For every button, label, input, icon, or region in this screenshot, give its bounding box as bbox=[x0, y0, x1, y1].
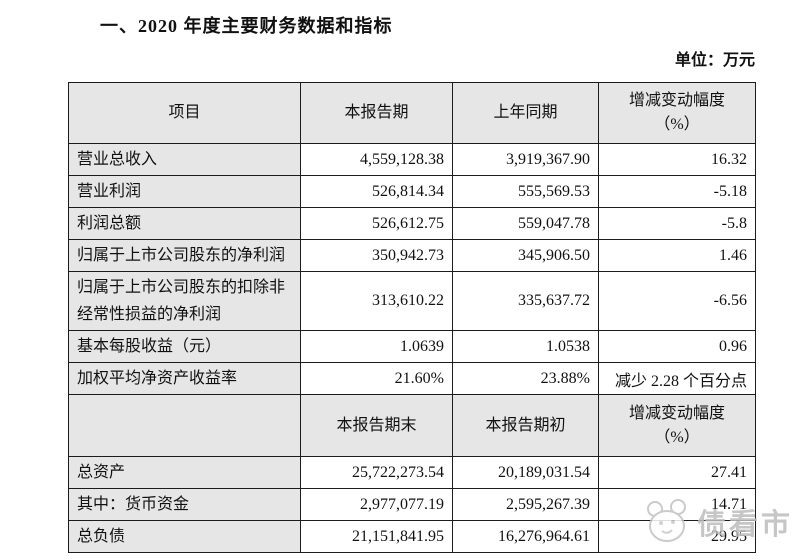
table-row-total-assets: 总资产 25,722,273.54 20,189,031.54 27.41 bbox=[68, 456, 756, 489]
table-row-total-liabilities: 总负债 21,151,841.95 16,276,964.61 29.95 bbox=[68, 520, 756, 553]
column-header-change-line2: （%） bbox=[654, 428, 700, 446]
change-value-cell: -5.18 bbox=[598, 175, 756, 208]
column-header-current-period: 本报告期 bbox=[300, 82, 453, 144]
table-row-eps: 基本每股收益（元） 1.0639 1.0538 0.96 bbox=[68, 330, 756, 363]
change-value-cell: -5.8 bbox=[598, 207, 756, 240]
column-header-change-line2: （%） bbox=[654, 116, 700, 133]
prior-value-cell: 3,919,367.90 bbox=[452, 143, 599, 176]
row-label-cell: 营业总收入 bbox=[68, 143, 301, 176]
financial-table: 项目 本报告期 上年同期 增减变动幅度 （%） 营业总收入 4,559,128.… bbox=[68, 82, 756, 553]
prior-value-cell: 335,637.72 bbox=[452, 271, 599, 331]
change-value-cell: 29.95 bbox=[598, 520, 756, 553]
current-value-cell: 526,612.75 bbox=[300, 207, 453, 240]
row-label-cell: 总资产 bbox=[68, 456, 301, 489]
row-label-cell: 归属于上市公司股东的扣除非经常性损益的净利润 bbox=[68, 271, 301, 331]
change-value-cell: 减少 2.28 个百分点 bbox=[598, 362, 756, 395]
row-label-cell: 基本每股收益（元） bbox=[68, 330, 301, 363]
current-value-cell: 1.0639 bbox=[300, 330, 453, 363]
prior-value-cell: 559,047.78 bbox=[452, 207, 599, 240]
column-header-prior-period: 上年同期 bbox=[452, 82, 599, 144]
current-value-cell: 313,610.22 bbox=[300, 271, 453, 331]
prior-value-cell: 1.0538 bbox=[452, 330, 599, 363]
current-value-cell: 21,151,841.95 bbox=[300, 520, 453, 553]
column-header-blank bbox=[68, 394, 301, 457]
current-value-cell: 2,977,077.19 bbox=[300, 488, 453, 521]
row-label-cell: 利润总额 bbox=[68, 207, 301, 240]
current-value-cell: 350,942.73 bbox=[300, 239, 453, 272]
column-header-change: 增减变动幅度 （%） bbox=[598, 394, 756, 457]
section-title: 一、2020 年度主要财务数据和指标 bbox=[100, 16, 393, 36]
column-header-period-end: 本报告期末 bbox=[300, 394, 453, 457]
unit-label: 单位：万元 bbox=[674, 52, 755, 69]
prior-value-cell: 16,276,964.61 bbox=[452, 520, 599, 553]
current-value-cell: 526,814.34 bbox=[300, 175, 453, 208]
row-label-cell: 营业利润 bbox=[68, 175, 301, 208]
prior-value-cell: 23.88% bbox=[452, 362, 599, 395]
prior-value-cell: 555,569.53 bbox=[452, 175, 599, 208]
current-value-cell: 4,559,128.38 bbox=[300, 143, 453, 176]
change-value-cell: 27.41 bbox=[598, 456, 756, 489]
column-header-change-line1: 增减变动幅度 bbox=[628, 404, 725, 422]
change-value-cell: -6.56 bbox=[598, 271, 756, 331]
change-value-cell: 1.46 bbox=[598, 239, 756, 272]
table-row-monetary-funds: 其中：货币资金 2,977,077.19 2,595,267.39 14.71 bbox=[68, 488, 756, 521]
prior-value-cell: 2,595,267.39 bbox=[452, 488, 599, 521]
prior-value-cell: 20,189,031.54 bbox=[452, 456, 599, 489]
row-label-cell: 归属于上市公司股东的净利润 bbox=[68, 239, 301, 272]
table-row-total-profit: 利润总额 526,612.75 559,047.78 -5.8 bbox=[68, 207, 756, 240]
period-header-row: 项目 本报告期 上年同期 增减变动幅度 （%） bbox=[68, 82, 756, 144]
table-row-net-profit: 归属于上市公司股东的净利润 350,942.73 345,906.50 1.46 bbox=[68, 239, 756, 272]
column-header-change: 增减变动幅度 （%） bbox=[598, 82, 756, 144]
prior-value-cell: 345,906.50 bbox=[452, 239, 599, 272]
change-value-cell: 16.32 bbox=[598, 143, 756, 176]
column-header-change-line1: 增减变动幅度 bbox=[628, 92, 725, 109]
current-value-cell: 21.60% bbox=[300, 362, 453, 395]
balance-header-row: 本报告期末 本报告期初 增减变动幅度 （%） bbox=[68, 394, 756, 457]
row-label-cell: 其中：货币资金 bbox=[68, 488, 301, 521]
table-row-net-profit-deducted: 归属于上市公司股东的扣除非经常性损益的净利润 313,610.22 335,63… bbox=[68, 271, 756, 331]
change-value-cell: 14.71 bbox=[598, 488, 756, 521]
table-row-total-revenue: 营业总收入 4,559,128.38 3,919,367.90 16.32 bbox=[68, 143, 756, 176]
column-header-period-begin: 本报告期初 bbox=[452, 394, 599, 457]
table-row-roe: 加权平均净资产收益率 21.60% 23.88% 减少 2.28 个百分点 bbox=[68, 362, 756, 395]
current-value-cell: 25,722,273.54 bbox=[300, 456, 453, 489]
row-label-cell: 总负债 bbox=[68, 520, 301, 553]
row-label-cell: 加权平均净资产收益率 bbox=[68, 362, 301, 395]
change-value-cell: 0.96 bbox=[598, 330, 756, 363]
table-row-operating-profit: 营业利润 526,814.34 555,569.53 -5.18 bbox=[68, 175, 756, 208]
column-header-item: 项目 bbox=[68, 82, 301, 144]
